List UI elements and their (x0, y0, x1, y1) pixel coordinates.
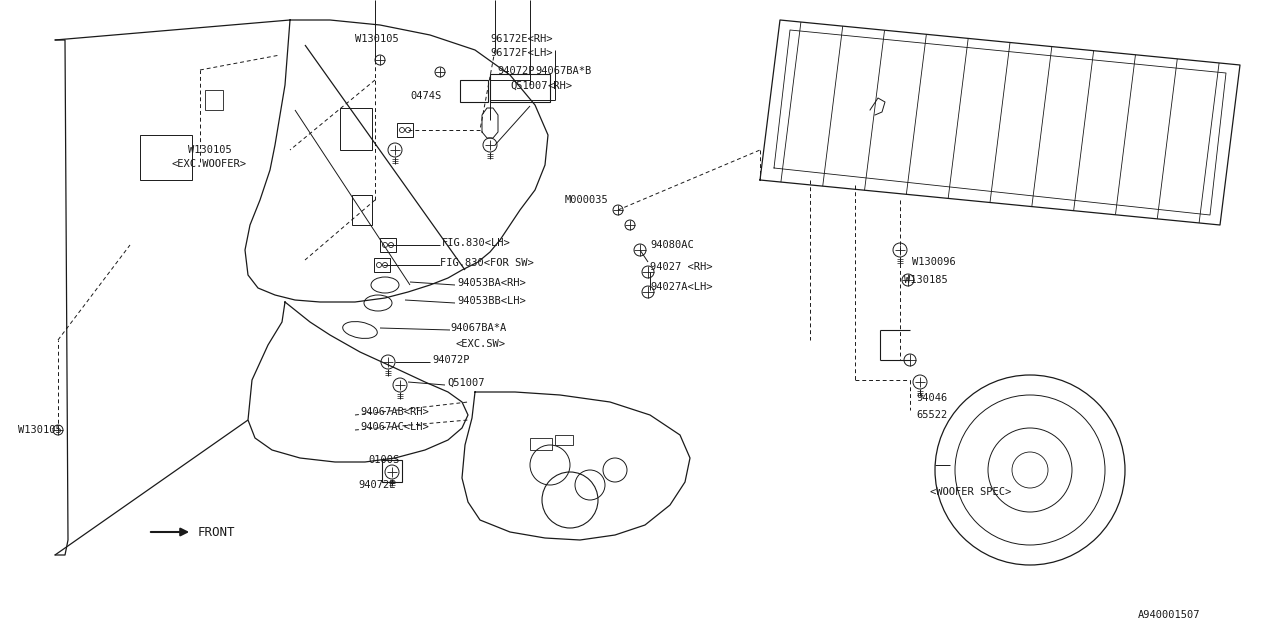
Text: 65522: 65522 (916, 410, 947, 420)
Bar (340, 108, 372, 150)
Text: Q51007: Q51007 (447, 378, 485, 388)
Text: 94067AB<RH>: 94067AB<RH> (360, 407, 429, 417)
Text: 94067BA*A: 94067BA*A (451, 323, 507, 333)
Bar (490, 74, 550, 102)
Text: 94072P: 94072P (497, 66, 535, 76)
Text: 0100S: 0100S (369, 455, 399, 465)
Text: <RH>: <RH> (548, 81, 573, 91)
Bar (556, 435, 573, 445)
Bar (205, 90, 223, 110)
Bar (397, 123, 413, 137)
Text: <EXC.SW>: <EXC.SW> (454, 339, 506, 349)
Text: 94027 <RH>: 94027 <RH> (650, 262, 713, 272)
Text: 94046: 94046 (916, 393, 947, 403)
Text: A940001507: A940001507 (1138, 610, 1201, 620)
Text: W130096: W130096 (911, 257, 956, 267)
Bar (140, 135, 192, 180)
Text: FIG.830<LH>: FIG.830<LH> (442, 238, 511, 248)
Text: W130105: W130105 (188, 145, 232, 155)
Text: 94053BB<LH>: 94053BB<LH> (457, 296, 526, 306)
Bar (352, 195, 372, 225)
Text: <WOOFER SPEC>: <WOOFER SPEC> (931, 487, 1011, 497)
Text: 94072P: 94072P (433, 355, 470, 365)
Bar (460, 80, 488, 102)
Text: Q51007: Q51007 (509, 81, 548, 91)
Text: <EXC.WOOFER>: <EXC.WOOFER> (172, 159, 247, 169)
Text: 94053BA<RH>: 94053BA<RH> (457, 278, 526, 288)
Text: FRONT: FRONT (198, 525, 236, 538)
Text: W130185: W130185 (904, 275, 947, 285)
Text: 94080AC: 94080AC (650, 240, 694, 250)
Text: 94072E: 94072E (358, 480, 396, 490)
Bar (380, 238, 396, 252)
Bar (374, 258, 390, 272)
Bar (530, 438, 552, 450)
Text: 94067BA*B: 94067BA*B (535, 66, 591, 76)
Text: M000035: M000035 (564, 195, 609, 205)
Text: 94067AC<LH>: 94067AC<LH> (360, 422, 429, 432)
Text: W130105: W130105 (18, 425, 61, 435)
Text: 94027A<LH>: 94027A<LH> (650, 282, 713, 292)
Bar (381, 460, 402, 482)
Text: W130105: W130105 (355, 34, 399, 44)
Text: 96172E<RH>: 96172E<RH> (490, 34, 553, 44)
Text: 0474S: 0474S (410, 91, 442, 101)
Text: FIG.830<FOR SW>: FIG.830<FOR SW> (440, 258, 534, 268)
Text: 96172F<LH>: 96172F<LH> (490, 48, 553, 58)
